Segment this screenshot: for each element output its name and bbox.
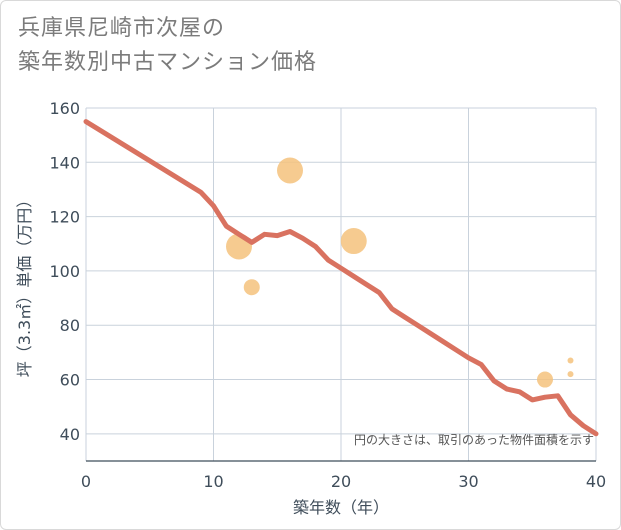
bubble-point [567, 371, 574, 378]
y-tick-label: 100 [49, 262, 80, 281]
x-tick-label: 10 [203, 472, 223, 491]
y-tick-label: 140 [49, 153, 80, 172]
x-tick-label: 30 [458, 472, 478, 491]
bubble-point [243, 279, 260, 296]
y-tick-label: 120 [49, 208, 80, 227]
y-tick-label: 60 [60, 371, 80, 390]
bubble-series [226, 157, 574, 388]
bubble-point [277, 157, 303, 184]
y-tick-label: 40 [60, 425, 80, 444]
x-tick-label: 0 [81, 472, 91, 491]
tick-labels: 0 10 20 30 40 40 60 80 100 120 140 160 [49, 99, 606, 491]
bubble-point [537, 371, 553, 388]
title-line-2: 築年数別中古マンション価格 [18, 50, 318, 75]
x-tick-label: 40 [586, 472, 606, 491]
y-tick-label: 160 [49, 99, 80, 118]
bubble-point [340, 228, 367, 255]
bubble-point [567, 357, 574, 364]
title-line-1: 兵庫県尼崎市次屋の [18, 16, 226, 41]
y-tick-label: 80 [60, 316, 80, 335]
x-axis-title: 築年数（年） [293, 498, 389, 517]
price-line [83, 119, 599, 437]
chart-title: 兵庫県尼崎市次屋の 築年数別中古マンション価格 [18, 12, 317, 80]
price-line-series [83, 119, 599, 437]
y-axis-title: 坪（3.3㎡）単価（万円） [15, 192, 34, 377]
axes [85, 108, 596, 462]
bubble-size-note: 円の大きさは、取引のあった物件面積を示す [354, 432, 594, 447]
x-tick-label: 20 [331, 472, 351, 491]
